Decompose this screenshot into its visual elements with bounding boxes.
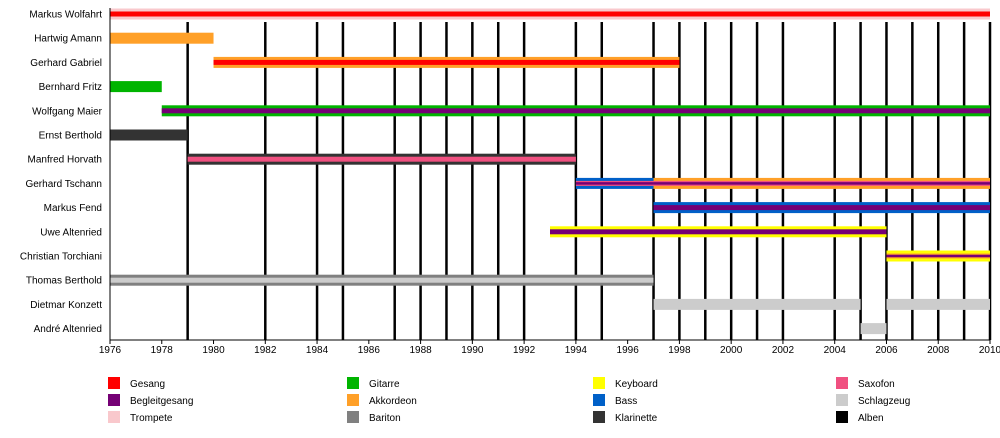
- legend-label: Trompete: [130, 413, 173, 424]
- x-tick-label: 1976: [99, 345, 122, 356]
- member-label: Hartwig Amann: [34, 34, 102, 45]
- member-label: Markus Fend: [44, 203, 102, 214]
- legend-swatch-gesang: [108, 377, 120, 389]
- member-label: Gerhard Tschann: [25, 179, 102, 190]
- x-tick-label: 1986: [358, 345, 381, 356]
- legend-swatch-bariton: [347, 411, 359, 423]
- member-bars: [110, 8, 990, 335]
- legend-swatch-saxofon: [836, 377, 848, 389]
- bar-segment-begleitgesang: [550, 229, 654, 235]
- legend-label: Gitarre: [369, 379, 400, 390]
- bar-segment-begleitgesang: [161, 108, 990, 114]
- bar-segment-begleitgesang: [653, 182, 990, 185]
- bar-segment-schlagzeug: [653, 298, 861, 310]
- legend-label: Alben: [858, 413, 884, 424]
- x-tick-label: 2006: [875, 345, 898, 356]
- legend-label: Begleitgesang: [130, 396, 193, 407]
- bar-segment-schlagzeug: [110, 277, 654, 283]
- x-tick-label: 2004: [824, 345, 847, 356]
- x-tick-label: 1978: [151, 345, 174, 356]
- member-label: Bernhard Fritz: [39, 82, 102, 93]
- member-label: Markus Wolfahrt: [29, 10, 102, 21]
- x-tick-label: 1988: [409, 345, 432, 356]
- x-tick-label: 2010: [979, 345, 1000, 356]
- member-label: Uwe Altenried: [40, 227, 102, 238]
- member-labels: Markus Wolfahrt Hartwig Amann Gerhard Gabr…: [20, 10, 103, 336]
- bar-segment-gesang: [110, 11, 990, 17]
- legend: Gesang Begleitgesang Trompete Gitarre Akkord…: [108, 377, 910, 424]
- x-tick-label: 1984: [306, 345, 329, 356]
- bar-segment-schlagzeug: [886, 298, 990, 310]
- x-tick-label: 2002: [772, 345, 795, 356]
- bar-segment-saxofon: [187, 156, 576, 162]
- bar-segment-schlagzeug: [860, 323, 887, 335]
- x-tick-label: 1980: [202, 345, 225, 356]
- legend-label: Saxofon: [858, 379, 895, 390]
- bar-segment-klarinette: [110, 129, 188, 141]
- x-axis: 1976 1978 1980 1982 1984 1986 1988 1990 1992 1994…: [99, 8, 1000, 356]
- legend-swatch-trompete: [108, 411, 120, 423]
- x-tick-label: 1994: [565, 345, 588, 356]
- x-tick-label: 1982: [254, 345, 277, 356]
- legend-label: Akkordeon: [369, 396, 417, 407]
- x-tick-label: 1992: [513, 345, 536, 356]
- legend-label: Schlagzeug: [858, 396, 910, 407]
- legend-swatch-klarinette: [593, 411, 605, 423]
- member-label: Christian Torchiani: [20, 252, 102, 263]
- legend-label: Bariton: [369, 413, 401, 424]
- bar-segment-akkordeon: [110, 32, 214, 44]
- member-label: Ernst Berthold: [39, 131, 102, 142]
- legend-swatch-bass: [593, 394, 605, 406]
- member-label: Thomas Berthold: [26, 276, 102, 287]
- legend-swatch-akkordeon: [347, 394, 359, 406]
- member-label: Wolfgang Maier: [32, 106, 103, 117]
- bar-segment-begleitgesang: [653, 229, 887, 235]
- member-label: Dietmar Konzett: [30, 300, 102, 311]
- legend-swatch-alben: [836, 411, 848, 423]
- bar-segment-begleitgesang: [653, 205, 990, 211]
- member-label: André Altenried: [34, 324, 102, 335]
- bar-segment-gitarre: [110, 81, 162, 93]
- member-label: Manfred Horvath: [28, 155, 102, 166]
- x-tick-label: 2008: [927, 345, 950, 356]
- x-tick-label: 1998: [668, 345, 691, 356]
- legend-swatch-keyboard: [593, 377, 605, 389]
- legend-label: Bass: [615, 396, 637, 407]
- legend-label: Gesang: [130, 379, 165, 390]
- legend-label: Klarinette: [615, 413, 658, 424]
- legend-swatch-gitarre: [347, 377, 359, 389]
- x-tick-label: 1996: [617, 345, 640, 356]
- legend-swatch-schlagzeug: [836, 394, 848, 406]
- x-tick-label: 1990: [461, 345, 484, 356]
- legend-swatch-begleitgesang: [108, 394, 120, 406]
- legend-label: Keyboard: [615, 379, 658, 390]
- bar-segment-begleitgesang: [886, 254, 990, 258]
- x-tick-label: 2000: [720, 345, 743, 356]
- member-label: Gerhard Gabriel: [30, 58, 102, 69]
- bar-segment-begleitgesang: [575, 182, 654, 185]
- bar-segment-gesang: [213, 59, 680, 65]
